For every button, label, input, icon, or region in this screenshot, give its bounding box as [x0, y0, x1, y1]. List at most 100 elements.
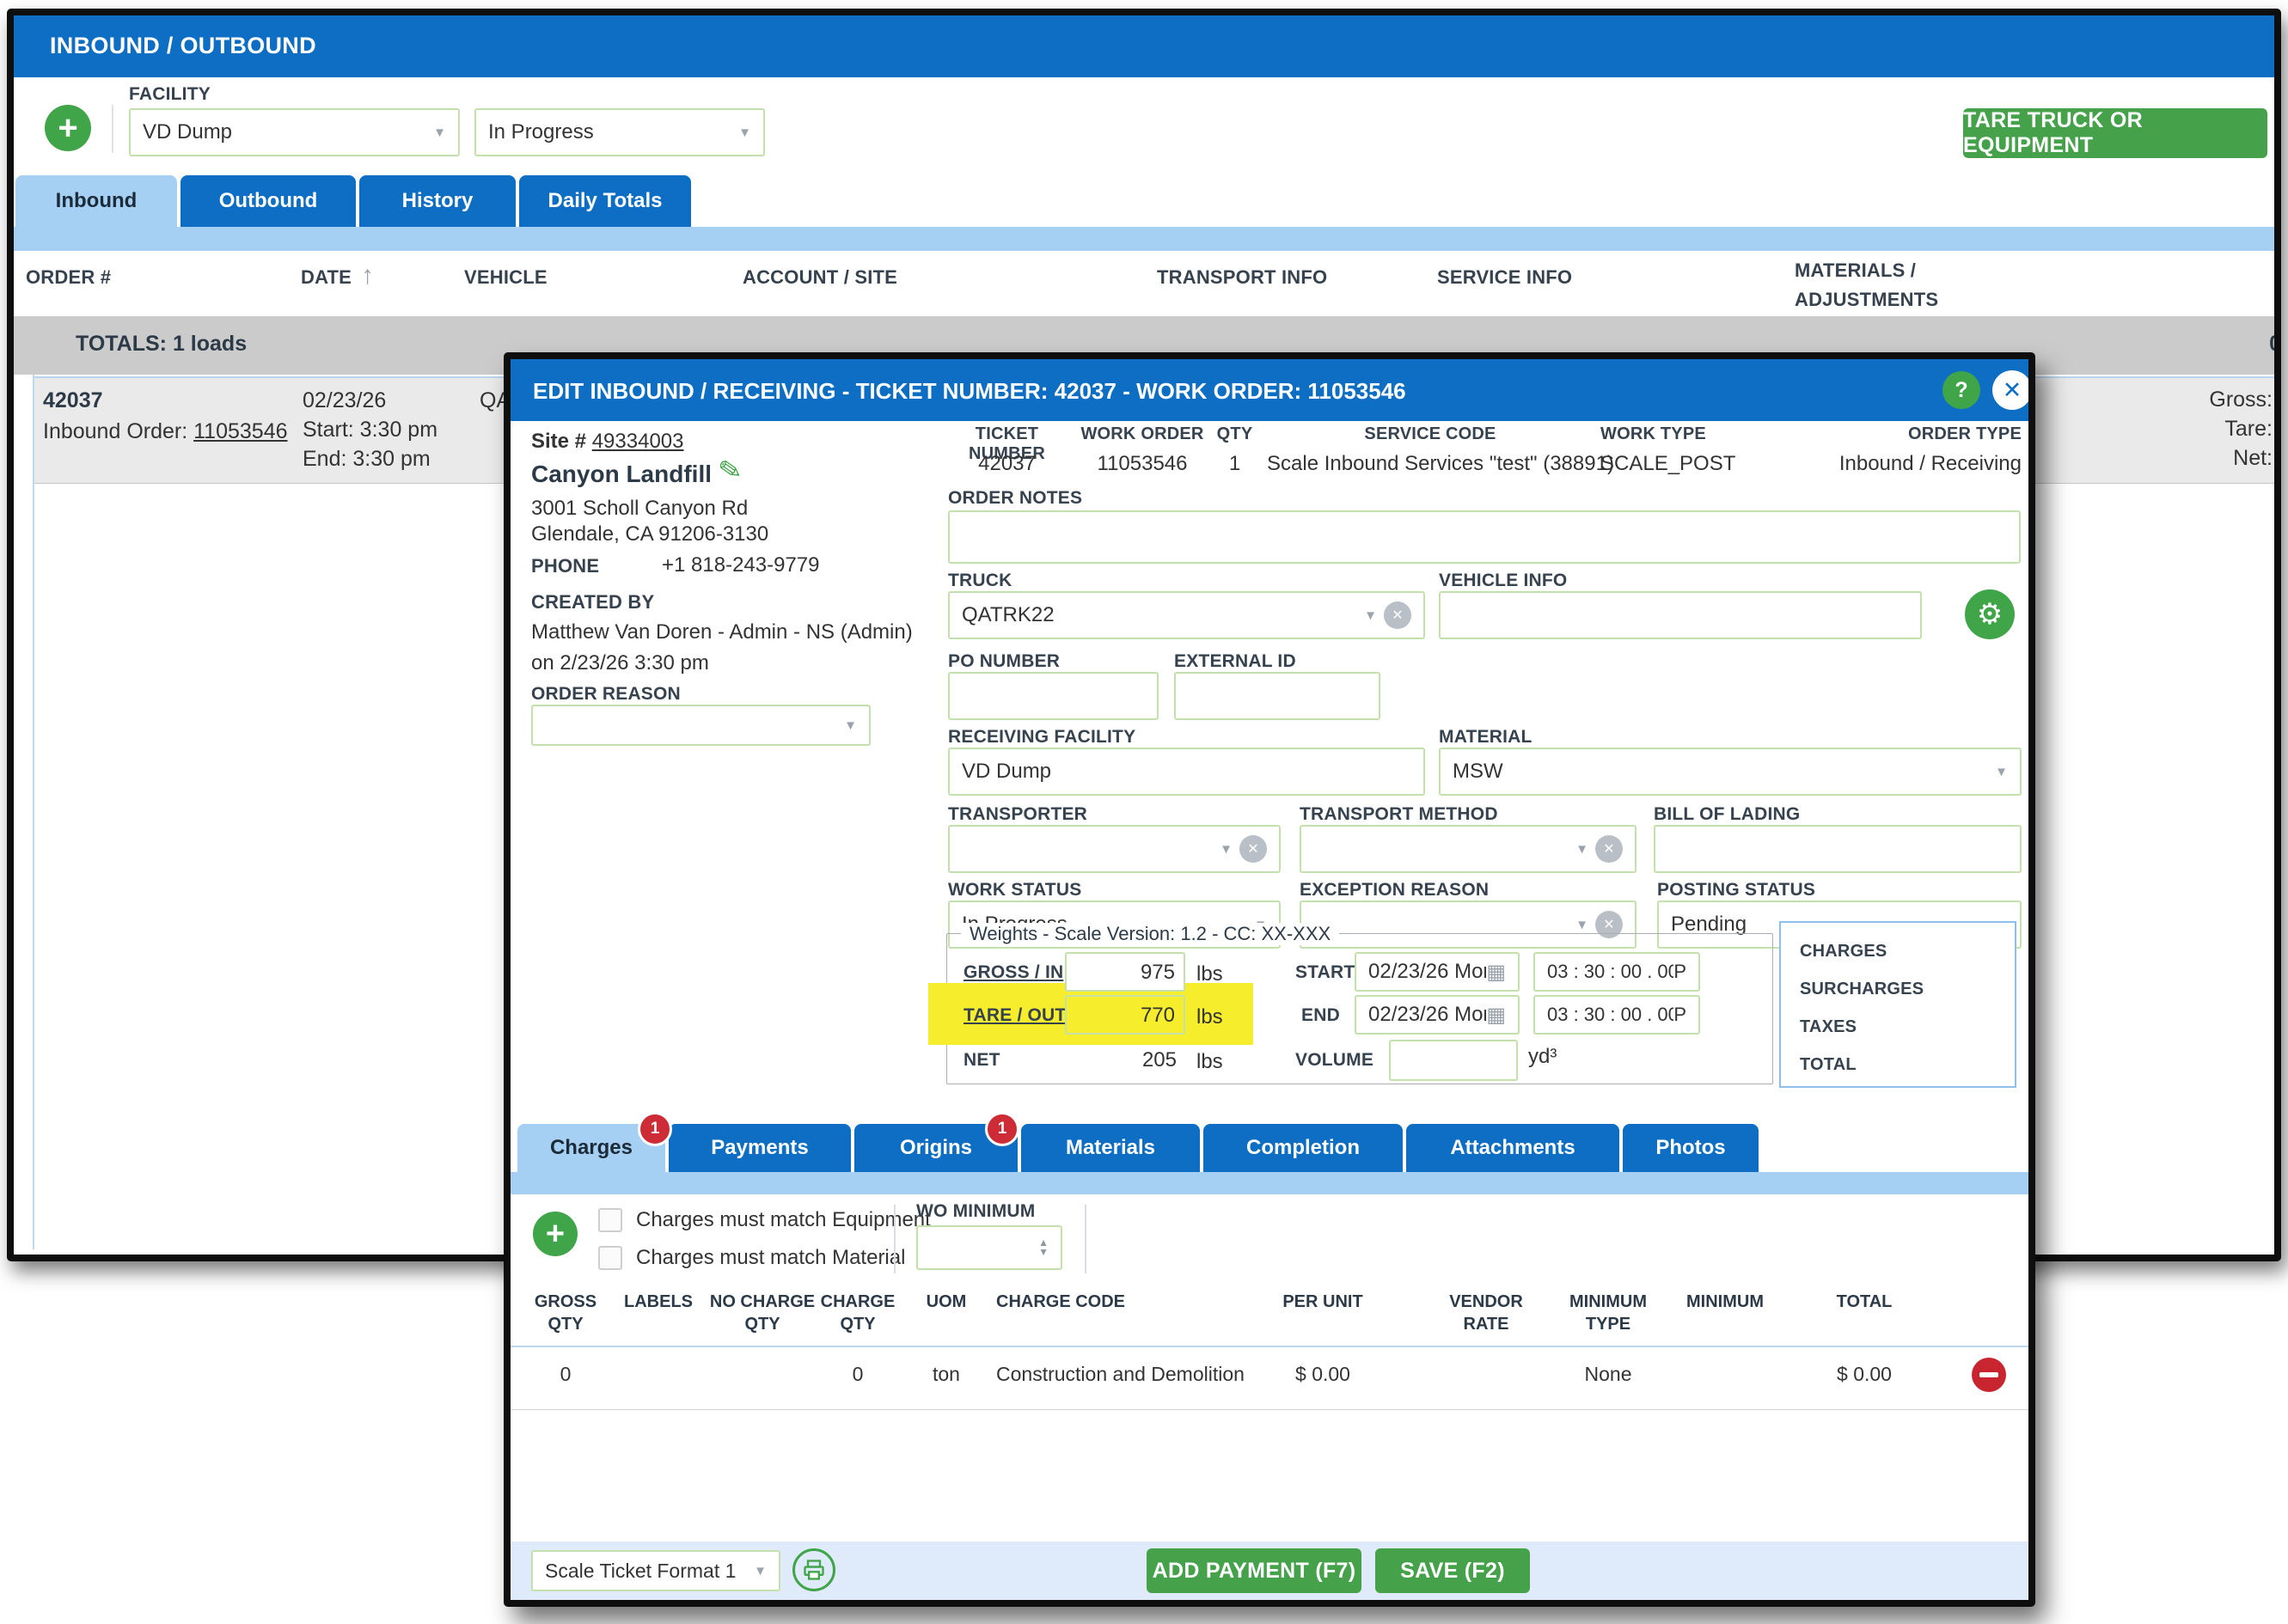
charges-badge: 1	[638, 1112, 672, 1146]
col-service[interactable]: SERVICE INFO	[1437, 266, 1573, 288]
tab-attachments[interactable]: Attachments	[1406, 1124, 1619, 1172]
match-equipment-checkbox[interactable]	[598, 1208, 622, 1232]
tare-truck-button[interactable]: TARE TRUCK OR EQUIPMENT	[1963, 108, 2267, 158]
tab-completion-label: Completion	[1246, 1136, 1360, 1159]
work-type-label: WORK TYPE	[1600, 424, 1706, 443]
window-title-bar: INBOUND / OUTBOUND	[14, 15, 2274, 77]
tab-photos[interactable]: Photos	[1623, 1124, 1759, 1172]
tab-history[interactable]: History	[359, 175, 516, 227]
row-order-sub: Inbound Order: 11053546	[43, 419, 288, 444]
exception-reason-select[interactable]	[1300, 901, 1636, 949]
help-icon-glyph: ?	[1955, 377, 1968, 402]
inbound-order-link[interactable]: 11053546	[193, 419, 288, 443]
match-material-checkbox[interactable]	[598, 1246, 622, 1270]
stepper-arrows-icon[interactable]: ▲ ▼	[1038, 1236, 1049, 1258]
gross-in-link[interactable]: GROSS / IN	[964, 962, 1064, 982]
gross-weight-input[interactable]: 975	[1065, 952, 1185, 992]
add-load-button[interactable]: +	[45, 105, 91, 151]
transporter-select[interactable]	[948, 825, 1281, 873]
add-payment-label: ADD PAYMENT (F7)	[1152, 1558, 1356, 1583]
clear-transporter-icon[interactable]	[1239, 835, 1267, 863]
facility-value: VD Dump	[143, 120, 233, 143]
th-gross-line2: QTY	[548, 1315, 584, 1334]
truck-value: QATRK22	[962, 603, 1055, 626]
phone-value: +1 818-243-9779	[662, 553, 820, 577]
row-net-label: Net:	[2233, 446, 2273, 470]
remove-charge-icon[interactable]	[1972, 1358, 2006, 1392]
start-time-input[interactable]: 03 : 30 : 00 . 000 P	[1533, 952, 1700, 992]
transport-method-select[interactable]	[1300, 825, 1636, 873]
end-date-input[interactable]: 02/23/26 Mon	[1355, 995, 1520, 1035]
row-order-number: 42037	[43, 388, 103, 412]
bill-of-lading-input[interactable]	[1654, 825, 2022, 873]
chevron-down-icon	[754, 1564, 767, 1578]
cell-charge-code[interactable]: Construction and Demolition	[996, 1363, 1245, 1385]
facility-select[interactable]: VD Dump	[129, 108, 460, 156]
vehicle-info-input[interactable]	[1439, 591, 1922, 639]
help-icon[interactable]: ?	[1942, 371, 1980, 409]
tab-completion[interactable]: Completion	[1203, 1124, 1403, 1172]
material-select[interactable]: MSW	[1439, 748, 2022, 796]
end-time-input[interactable]: 03 : 30 : 00 . 000 P	[1533, 995, 1700, 1035]
clear-transport-method-icon[interactable]	[1595, 835, 1623, 863]
charges-header-underline	[511, 1346, 2028, 1347]
calendar-icon[interactable]	[1486, 1003, 1506, 1028]
tab-attachments-label: Attachments	[1450, 1136, 1575, 1159]
po-number-input[interactable]	[948, 672, 1159, 720]
tare-out-link[interactable]: TARE / OUT	[964, 1005, 1067, 1025]
col-order[interactable]: ORDER #	[26, 266, 112, 288]
tare-weight-input[interactable]: 770	[1065, 995, 1185, 1035]
match-material-label: Charges must match Material	[636, 1246, 906, 1269]
weights-legend: Weights - Scale Version: 1.2 - CC: XX-XX…	[961, 923, 1340, 945]
modal-title-bar[interactable]: EDIT INBOUND / RECEIVING - TICKET NUMBER…	[511, 359, 2028, 421]
add-charge-button[interactable]: +	[533, 1212, 578, 1256]
chevron-down-icon	[1364, 608, 1377, 623]
edit-pencil-icon[interactable]: ✎	[716, 452, 744, 488]
sort-ascending-icon[interactable]: ↑	[361, 261, 374, 290]
tab-inbound[interactable]: Inbound	[15, 175, 177, 227]
created-by-label: CREATED BY	[531, 591, 655, 613]
order-reason-select[interactable]	[531, 705, 871, 746]
calendar-icon[interactable]	[1486, 960, 1506, 985]
col-date[interactable]: DATE	[301, 266, 352, 288]
chevron-down-icon	[738, 125, 751, 140]
site-number-link[interactable]: 49334003	[591, 430, 684, 453]
order-type-value: Inbound / Receiving	[1838, 452, 2022, 475]
order-notes-textarea[interactable]	[948, 510, 2021, 564]
charges-totals-box: CHARGES SURCHARGES TAXES TOTAL	[1779, 921, 2016, 1088]
row-weight-labels: Gross: Tare: Net:	[2209, 385, 2273, 473]
truck-select[interactable]: QATRK22	[948, 591, 1425, 639]
tab-photos-label: Photos	[1655, 1136, 1726, 1159]
col-materials-line1[interactable]: MATERIALS /	[1795, 259, 1917, 281]
tab-payments[interactable]: Payments	[669, 1124, 851, 1172]
close-icon[interactable]: ✕	[1992, 370, 2028, 410]
chevron-down-icon	[1575, 918, 1588, 932]
tab-outbound[interactable]: Outbound	[180, 175, 356, 227]
add-payment-button[interactable]: ADD PAYMENT (F7)	[1147, 1548, 1361, 1593]
clear-truck-icon[interactable]	[1384, 601, 1411, 629]
save-button[interactable]: SAVE (F2)	[1375, 1548, 1530, 1593]
col-vehicle[interactable]: VEHICLE	[464, 266, 548, 288]
th-minimum-type: MINIMUM TYPE	[1552, 1291, 1664, 1335]
col-account[interactable]: ACCOUNT / SITE	[743, 266, 898, 288]
col-transport[interactable]: TRANSPORT INFO	[1157, 266, 1328, 288]
vehicle-settings-gear-icon[interactable]: ⚙	[1965, 589, 2015, 639]
volume-unit: yd³	[1528, 1045, 1557, 1068]
surcharges-total-label: SURCHARGES	[1800, 980, 1924, 998]
receiving-facility-input[interactable]: VD Dump	[948, 748, 1425, 796]
volume-input[interactable]	[1389, 1040, 1518, 1081]
status-filter-select[interactable]: In Progress	[474, 108, 765, 156]
ticket-format-select[interactable]: Scale Ticket Format 1	[531, 1550, 780, 1591]
print-icon[interactable]	[792, 1548, 835, 1591]
start-date-input[interactable]: 02/23/26 Mon	[1355, 952, 1520, 992]
cell-uom: ton	[933, 1363, 960, 1385]
tab-origins[interactable]: Origins	[854, 1124, 1018, 1172]
chevron-down-icon	[433, 125, 446, 140]
modal-footer: Scale Ticket Format 1 ADD PAYMENT (F7) S…	[511, 1542, 2028, 1600]
wo-minimum-stepper[interactable]: ▲ ▼	[916, 1225, 1062, 1270]
order-type-label: ORDER TYPE	[1907, 424, 2022, 443]
tab-daily-totals[interactable]: Daily Totals	[519, 175, 691, 227]
external-id-input[interactable]	[1174, 672, 1380, 720]
qty-label: QTY	[1216, 424, 1253, 443]
tab-materials[interactable]: Materials	[1021, 1124, 1200, 1172]
